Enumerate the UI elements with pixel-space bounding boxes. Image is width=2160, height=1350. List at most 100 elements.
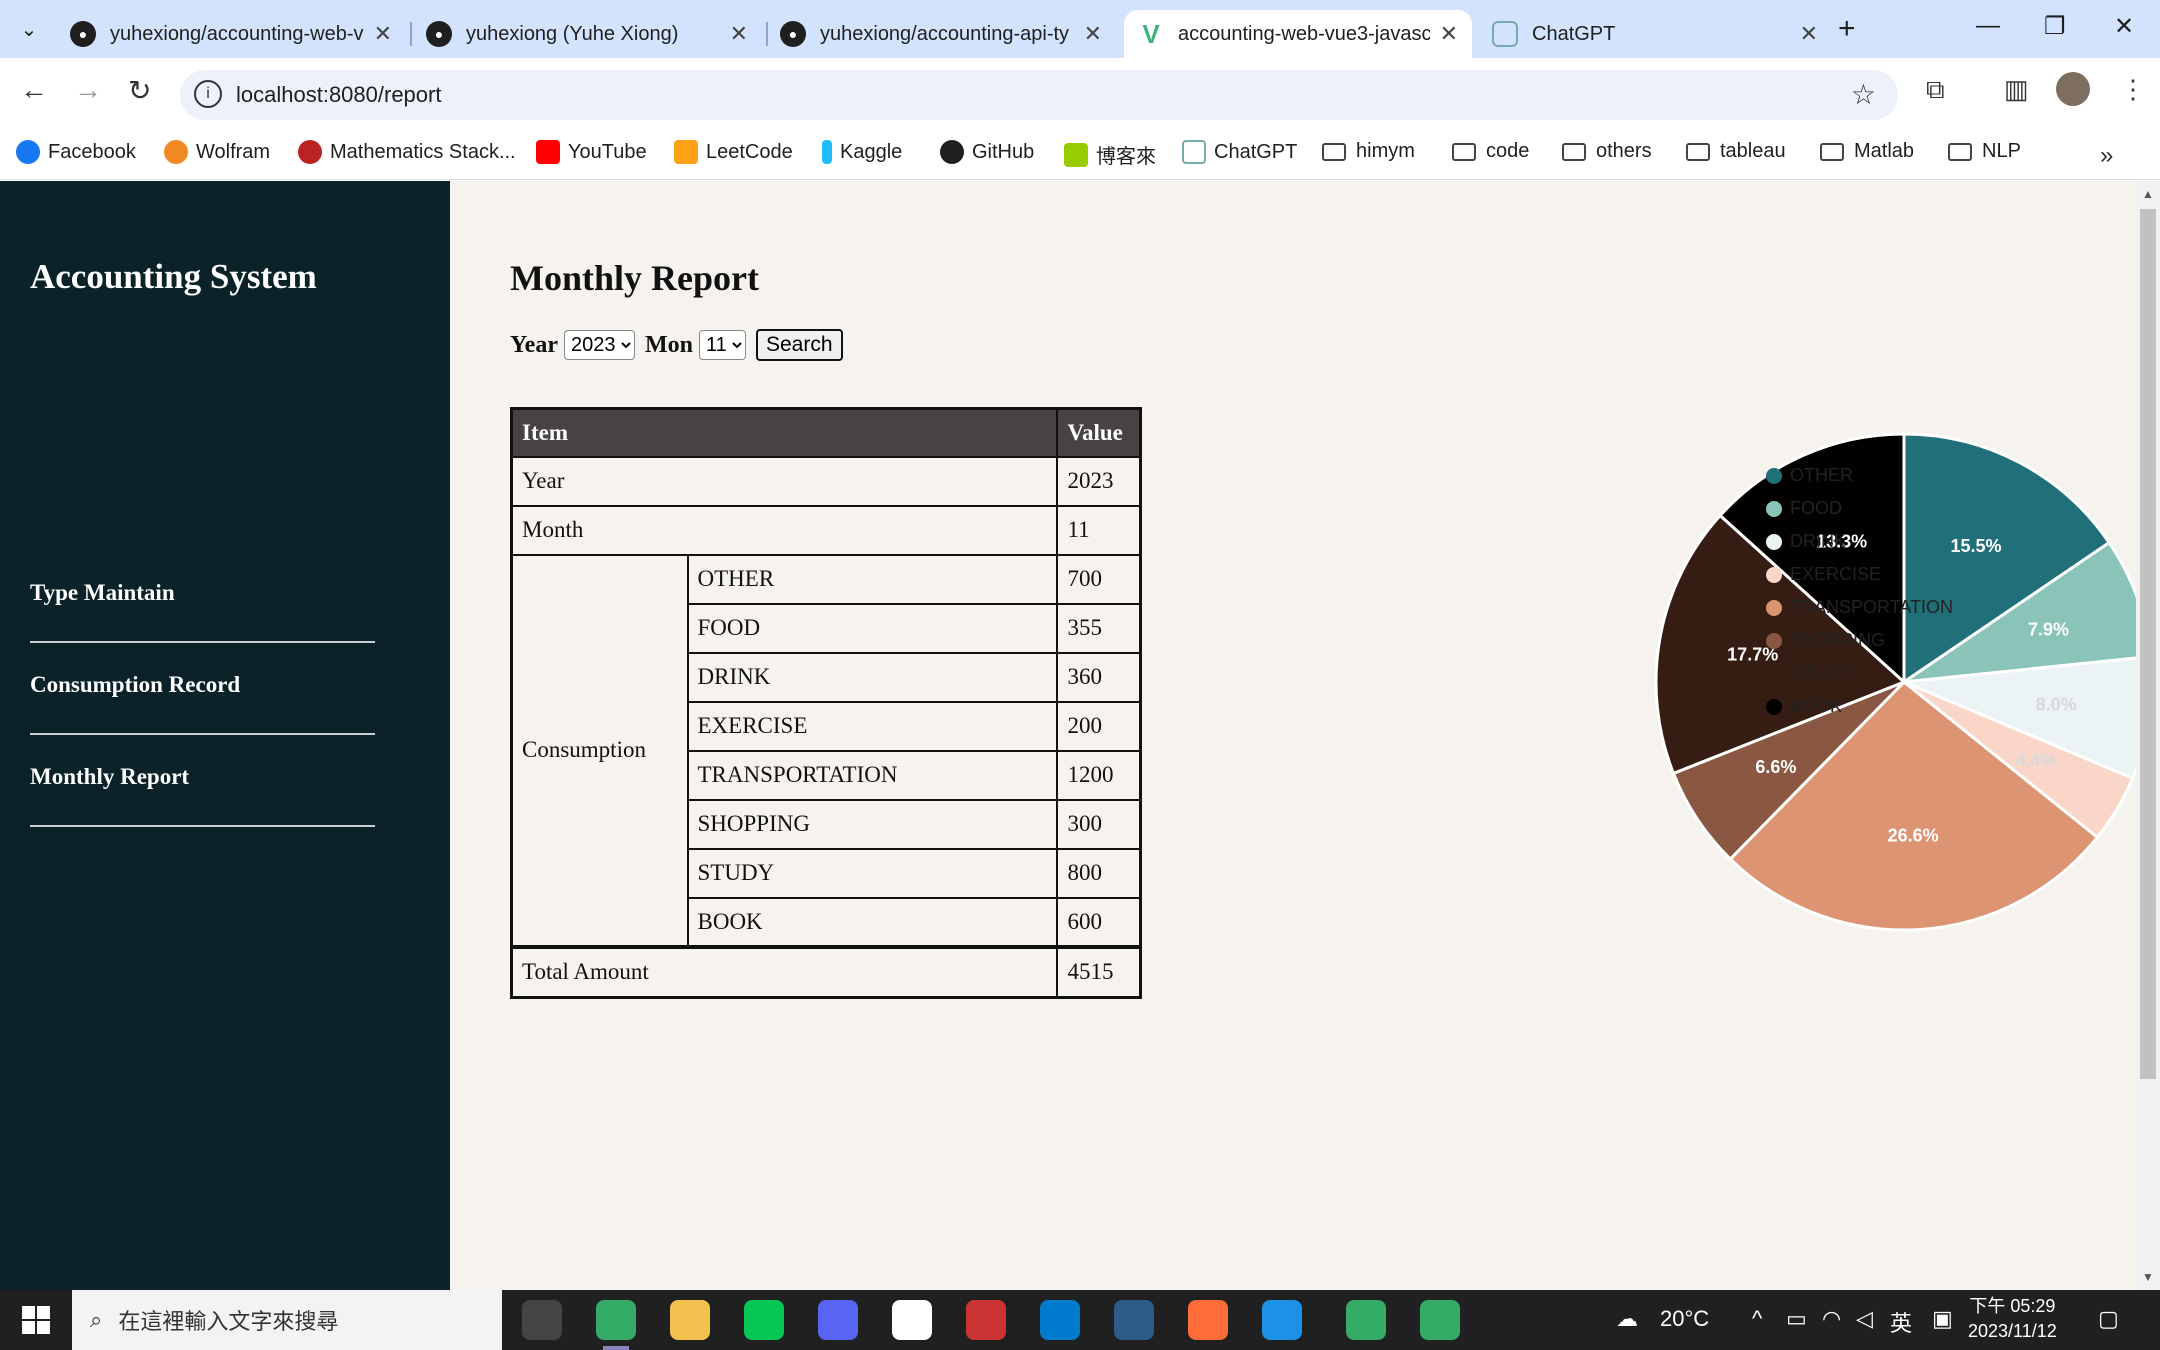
git-icon[interactable] xyxy=(966,1300,1006,1340)
pie-data-label: 4.4% xyxy=(2016,751,2057,771)
more-bookmarks-icon[interactable]: » xyxy=(2100,142,2114,169)
site-info-icon[interactable]: i xyxy=(194,80,222,108)
legend-item-exercise[interactable]: EXERCISE xyxy=(1766,558,1953,591)
discord-icon[interactable] xyxy=(818,1300,858,1340)
pie-slice-other[interactable] xyxy=(1902,432,2112,685)
weather-temperature[interactable]: 20°C xyxy=(1660,1306,1710,1331)
line-icon[interactable] xyxy=(744,1300,784,1340)
minimize-icon[interactable]: — xyxy=(1976,12,2000,39)
bookmark-kaggle[interactable]: Kaggle xyxy=(822,140,902,164)
scroll-up-icon[interactable]: ▲ xyxy=(2142,187,2154,201)
pie-slice-book[interactable] xyxy=(1718,432,1906,686)
bookmark-folder-tableau[interactable]: tableau xyxy=(1686,140,1786,163)
mysql-icon[interactable] xyxy=(1114,1300,1154,1340)
legend-item-study[interactable]: STUDY xyxy=(1766,657,1953,690)
github-icon: ● xyxy=(780,21,806,47)
close-icon[interactable]: ✕ xyxy=(729,21,748,46)
restore-icon[interactable]: ❐ xyxy=(2044,13,2066,40)
legend-item-book[interactable]: BOOK xyxy=(1766,690,1953,723)
total-value: 4515 xyxy=(1056,944,1142,999)
notion-icon[interactable] xyxy=(892,1300,932,1340)
browser-tab[interactable]: ● yuhexiong (Yuhe Xiong) ✕ xyxy=(412,10,762,58)
legend-item-other[interactable]: OTHER xyxy=(1766,459,1953,492)
bookmark-chatgpt[interactable]: ChatGPT xyxy=(1182,140,1297,164)
bookmark-folder-others[interactable]: others xyxy=(1562,140,1652,163)
scroll-down-icon[interactable]: ▼ xyxy=(2142,1270,2154,1284)
browser-tab-active[interactable]: V accounting-web-vue3-javasc ✕ xyxy=(1124,10,1472,58)
pie-slice-transportation[interactable] xyxy=(1728,679,2100,932)
pie-slice-drink[interactable] xyxy=(1903,656,2140,781)
postman-icon[interactable] xyxy=(1188,1300,1228,1340)
chart-legend: OTHER FOOD DRINK EXERCISE TRANSPORTATION SHOP… xyxy=(1766,459,1953,723)
chrome-icon[interactable] xyxy=(596,1300,636,1340)
vscode-icon[interactable] xyxy=(1040,1300,1080,1340)
back-icon[interactable]: ← xyxy=(20,74,48,105)
close-icon[interactable]: ✕ xyxy=(1439,21,1458,46)
close-icon[interactable]: ✕ xyxy=(373,21,392,46)
new-tab-icon[interactable]: + xyxy=(1838,12,1856,45)
volume-icon[interactable]: ◁ xyxy=(1856,1306,1873,1331)
report-table: Item Value Year 2023 Month 11 Consumptio… xyxy=(510,407,1142,999)
bookmark-books[interactable]: 博客來 xyxy=(1064,140,1156,169)
bookmark-folder-matlab[interactable]: Matlab xyxy=(1820,140,1914,163)
bookmark-folder-nlp[interactable]: NLP xyxy=(1948,140,2021,163)
reload-icon[interactable]: ↻ xyxy=(128,75,152,106)
bookmark-folder-code[interactable]: code xyxy=(1452,140,1529,163)
bookmark-facebook[interactable]: Facebook xyxy=(16,140,136,164)
close-icon[interactable]: ✕ xyxy=(1799,21,1818,46)
table-row: Month 11 xyxy=(510,504,1142,556)
task-view-icon[interactable] xyxy=(522,1300,562,1340)
calendar-icon[interactable]: ▣ xyxy=(1932,1306,1953,1331)
weather-icon[interactable]: ☁ xyxy=(1616,1306,1638,1331)
bookmark-folder-himym[interactable]: himym xyxy=(1322,140,1415,163)
chrome-profile-icon[interactable] xyxy=(1420,1300,1460,1340)
sidebar-item-type-maintain[interactable]: Type Maintain xyxy=(30,551,375,643)
kaggle-icon xyxy=(822,140,832,164)
close-window-icon[interactable]: ✕ xyxy=(2114,13,2135,40)
legend-item-transportation[interactable]: TRANSPORTATION xyxy=(1766,591,1953,624)
extensions-icon[interactable]: ⧉ xyxy=(1926,74,1945,104)
month-select[interactable]: 11 xyxy=(698,330,746,360)
scrollbar-thumb[interactable] xyxy=(2140,209,2156,1079)
file-explorer-icon[interactable] xyxy=(670,1300,710,1340)
tab-search-icon[interactable]: ⌄ xyxy=(20,18,38,41)
bookmark-math-stack[interactable]: Mathematics Stack... xyxy=(298,140,516,164)
windows-start-icon[interactable] xyxy=(22,1306,50,1334)
forward-icon[interactable]: → xyxy=(74,74,102,105)
side-panel-icon[interactable]: ▥ xyxy=(2004,74,2029,104)
battery-icon[interactable]: ▭ xyxy=(1786,1306,1807,1331)
chrome-profile-icon[interactable] xyxy=(1346,1300,1386,1340)
consumption-type: EXERCISE xyxy=(686,700,1059,752)
bookmark-leetcode[interactable]: LeetCode xyxy=(674,140,793,164)
bookmark-youtube[interactable]: YouTube xyxy=(536,140,647,164)
legend-item-food[interactable]: FOOD xyxy=(1766,492,1953,525)
year-select[interactable]: 2023 xyxy=(563,330,635,360)
bookmark-star-icon[interactable]: ☆ xyxy=(1850,79,1876,110)
address-bar[interactable]: i localhost:8080/report ☆ xyxy=(180,70,1898,120)
bookmark-github[interactable]: GitHub xyxy=(940,140,1034,164)
bookmark-wolfram[interactable]: Wolfram xyxy=(164,140,270,164)
avatar[interactable] xyxy=(2056,72,2090,106)
close-icon[interactable]: ✕ xyxy=(1083,21,1102,46)
wifi-icon[interactable]: ◠ xyxy=(1822,1306,1842,1331)
url-text[interactable]: localhost:8080/report xyxy=(236,82,442,107)
ime-indicator[interactable]: 英 xyxy=(1890,1311,1913,1336)
search-button[interactable]: Search xyxy=(755,329,843,361)
consumption-type: FOOD xyxy=(686,602,1059,654)
consumption-value: 360 xyxy=(1056,651,1142,703)
docker-icon[interactable] xyxy=(1262,1300,1302,1340)
page-scrollbar[interactable]: ▲ ▼ xyxy=(2136,181,2160,1290)
taskbar-search[interactable]: ⌕ 在這裡輸入文字來搜尋 xyxy=(72,1290,502,1350)
notification-icon[interactable]: ▢ xyxy=(2098,1306,2119,1331)
browser-tab[interactable]: ChatGPT ✕ xyxy=(1478,10,1832,58)
menu-kebab-icon[interactable]: ⋮ xyxy=(2120,74,2146,104)
sidebar-item-consumption-record[interactable]: Consumption Record xyxy=(30,643,375,735)
browser-tab[interactable]: ● yuhexiong/accounting-web-v ✕ xyxy=(56,10,406,58)
legend-item-drink[interactable]: DRINK xyxy=(1766,525,1953,558)
tray-chevron-icon[interactable]: ^ xyxy=(1752,1306,1763,1331)
legend-item-shopping[interactable]: SHOPPING xyxy=(1766,624,1953,657)
browser-toolbar: ← → ↻ i localhost:8080/report ☆ ⧉ ▥ ⋮ xyxy=(0,58,2160,132)
browser-tab[interactable]: ● yuhexiong/accounting-api-ty ✕ xyxy=(766,10,1116,58)
clock[interactable]: 下午 05:29 2023/11/12 xyxy=(1968,1296,2057,1341)
sidebar-item-monthly-report[interactable]: Monthly Report xyxy=(30,735,375,827)
